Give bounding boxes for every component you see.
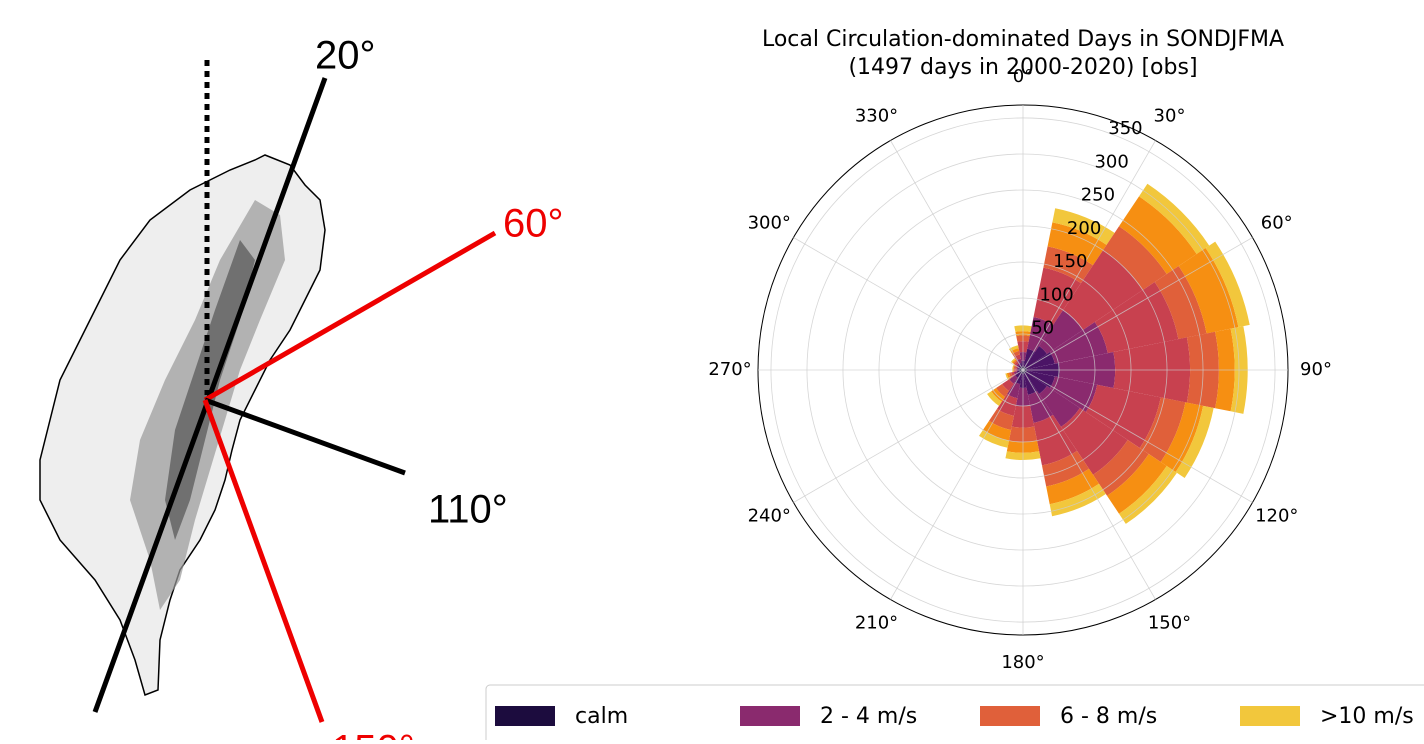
map-label: 150° [332,728,415,740]
theta-tick-label: 330° [855,105,898,126]
theta-tick-label: 210° [855,613,898,634]
legend-swatch [980,706,1040,726]
theta-tick-label: 0° [1013,66,1033,87]
theta-tick-label: 30° [1154,105,1186,126]
legend-label: 6 - 8 m/s [1060,704,1157,729]
legend-label: >10 m/s [1320,704,1414,729]
polar-plot: 50 100 150 200 250 300 350 0° 30° 60° 90° 120° 150° 1… [708,66,1332,673]
legend-swatch [740,706,800,726]
spoke [794,238,1023,371]
r-tick-label: 350 [1108,118,1142,139]
theta-tick-label: 60° [1261,213,1293,234]
theta-tick-label: 270° [708,359,751,380]
theta-tick-label: 180° [1001,652,1044,673]
spoke [891,370,1024,599]
map-label: 110° [428,488,508,532]
theta-tick-label: 90° [1300,359,1332,380]
chart-title: Local Circulation-dominated Days in SOND… [762,27,1284,52]
legend-label: 2 - 4 m/s [820,704,917,729]
r-tick-label: 300 [1094,151,1128,172]
page: {"map": {"labels": ["20°", "60°", "110°"… [0,0,1424,740]
r-tick-label: 50 [1031,318,1054,339]
spoke [891,141,1024,370]
r-tick-label: 200 [1067,218,1101,239]
figure: 20° 60° 110° 150° Local Circulation-domi… [0,0,1424,740]
theta-tick-label: 120° [1255,506,1298,527]
theta-tick-label: 240° [748,506,791,527]
legend-label: calm [575,704,628,729]
theta-tick-label: 150° [1148,613,1191,634]
r-tick-label: 250 [1081,185,1115,206]
map-label: 20° [315,34,376,78]
theta-tick-label: 300° [748,213,791,234]
legend-swatch [1240,706,1300,726]
r-tick-label: 100 [1039,284,1073,305]
r-tick-label: 150 [1053,251,1087,272]
map-label: 60° [503,202,564,246]
taiwan-map: 20° 60° 110° 150° [40,34,564,740]
legend-swatch [495,706,555,726]
axis-150 [205,400,322,722]
